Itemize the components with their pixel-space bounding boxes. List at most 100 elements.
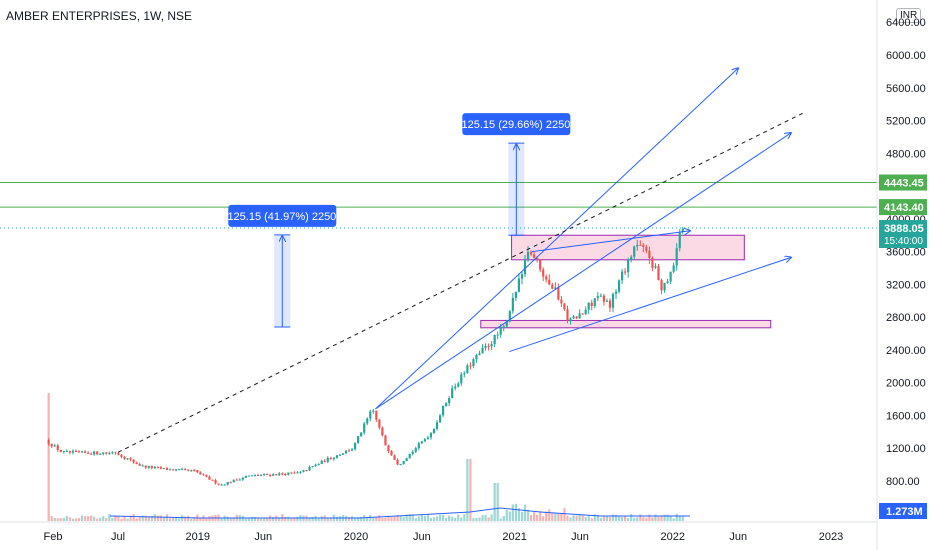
trendline[interactable] <box>375 68 738 410</box>
candle-body <box>599 295 602 297</box>
volume-bar <box>663 514 666 521</box>
support-resistance-zone[interactable] <box>480 319 772 329</box>
candle-body <box>329 457 332 460</box>
candle-body <box>438 415 442 423</box>
dashed-trendline[interactable] <box>117 111 805 453</box>
volume-bar <box>481 515 484 521</box>
candle-body <box>499 328 502 335</box>
price-range-label: 1125.15 (41.97%) 22503 <box>222 211 342 223</box>
candle-body <box>269 474 272 476</box>
volume-bar <box>360 516 363 521</box>
candle-body <box>77 451 81 453</box>
candle-body <box>566 309 569 321</box>
volume-bar <box>457 514 460 521</box>
candle-body <box>217 483 220 485</box>
volume-bar <box>247 517 251 521</box>
candle-body <box>366 418 369 424</box>
currency-button[interactable]: INR <box>896 8 922 23</box>
volume-bar <box>578 514 581 521</box>
candle-body <box>611 293 615 308</box>
horizontal-line-price-badge <box>879 174 927 191</box>
candle-body <box>405 458 408 462</box>
volume-bar <box>184 516 187 521</box>
price-axis: 800.00 1200.00 1600.00 2000.00 2400.00 2800.0… <box>886 17 926 488</box>
candle-body <box>284 474 287 476</box>
candle-body <box>502 326 505 329</box>
candle-body <box>59 449 62 452</box>
volume-bar <box>514 503 517 521</box>
volume-bar <box>617 515 621 521</box>
price-tick-label: 1600.00 <box>886 410 926 422</box>
volume-bar <box>159 515 163 521</box>
candle-body <box>178 469 181 471</box>
candle-body <box>165 468 169 471</box>
volume-bar <box>636 517 639 521</box>
candle-body <box>341 453 345 455</box>
candle-body <box>399 464 402 466</box>
volume-bar <box>114 516 117 521</box>
candle-body <box>147 466 150 468</box>
volume-bar <box>220 517 223 521</box>
candle-body <box>633 246 636 257</box>
volume-bar <box>423 515 426 521</box>
candle-body <box>575 316 578 319</box>
volume-bar <box>654 514 657 521</box>
candle-body <box>529 251 533 255</box>
candle-body <box>411 451 414 454</box>
volume-bar <box>572 515 575 521</box>
candle-body <box>290 472 293 474</box>
volume-bar <box>438 514 442 521</box>
candle-body <box>317 463 320 465</box>
volume-bar <box>129 515 132 521</box>
candle-body <box>417 443 420 449</box>
volume-bar <box>523 504 527 521</box>
candle-body <box>111 452 114 454</box>
volume-bar <box>266 518 269 521</box>
candle-body <box>90 453 93 455</box>
volume-bar <box>199 517 202 521</box>
volume-bar <box>614 514 618 521</box>
trendline[interactable] <box>509 257 791 353</box>
candle-body <box>80 451 84 453</box>
volume-bar <box>226 516 229 521</box>
volume-bar <box>624 515 627 521</box>
candle-body <box>642 244 645 247</box>
candle-body <box>651 257 654 268</box>
candle-body <box>672 265 675 272</box>
horizontal-line-price-badge <box>879 199 927 216</box>
volume-bar <box>144 515 147 521</box>
volume-bar <box>390 517 393 521</box>
volume-bar <box>393 516 396 521</box>
volume-bar <box>59 518 62 521</box>
candle-body <box>220 484 223 486</box>
time-tick-label: 2021 <box>502 531 526 543</box>
candle-body <box>678 231 681 249</box>
candle-body <box>630 256 633 260</box>
trendline[interactable] <box>375 133 791 410</box>
time-axis: Feb Jul 2019 Jun 2020 Jun 2021 Jun 2022 Jun 2023 <box>44 531 844 543</box>
candle-body <box>645 246 648 251</box>
candle-body <box>308 467 311 471</box>
volume-bar <box>335 516 338 521</box>
candle-body <box>223 484 226 486</box>
volume-bar <box>47 393 50 521</box>
volume-bar <box>484 514 487 521</box>
candle-body <box>523 259 527 275</box>
volume-bar <box>569 517 572 521</box>
volume-bar <box>105 518 108 521</box>
candle-body <box>53 445 56 447</box>
volume-bar <box>441 514 445 521</box>
volume-bar <box>190 518 193 521</box>
candle-body <box>539 259 542 270</box>
candle-body <box>472 359 475 367</box>
volume-bar <box>675 514 678 521</box>
volume-bar <box>329 517 332 521</box>
bar-countdown-label: 15:40:00 <box>884 236 923 247</box>
volume-bar <box>256 517 260 521</box>
candle-body <box>669 271 672 282</box>
volume-bar <box>71 518 75 521</box>
candle-body <box>99 453 102 455</box>
volume-bar <box>672 518 675 521</box>
trendline[interactable] <box>531 231 690 253</box>
